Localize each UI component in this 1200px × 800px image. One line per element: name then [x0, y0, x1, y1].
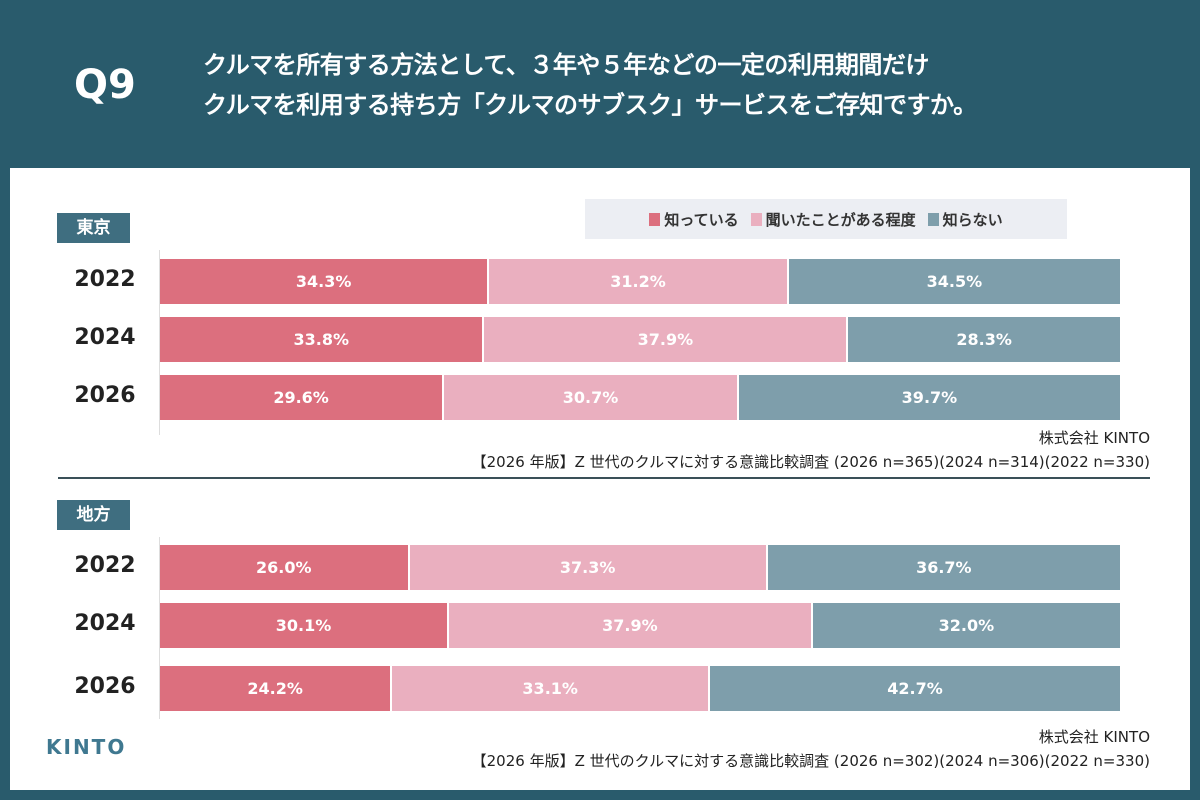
bar-segment: 32.0% — [812, 603, 1120, 648]
bar-segment: 36.7% — [767, 545, 1120, 590]
data-label: 34.5% — [926, 272, 983, 291]
source-block-regional: 株式会社 KINTO 【2026 年版】Z 世代のクルマに対する意識比較調査 (2… — [472, 725, 1150, 773]
data-label: 37.3% — [559, 558, 616, 577]
source-company: 株式会社 KINTO — [1038, 728, 1150, 746]
data-label: 26.0% — [256, 558, 312, 577]
year-label: 2026 — [74, 674, 136, 699]
question-title: クルマを所有する方法として、３年や５年などの一定の利用期間だけクルマを利用する持… — [203, 45, 977, 125]
legend: 知っている 聞いたことがある程度 知らない — [585, 199, 1067, 239]
legend-item-dont-know: 知らない — [927, 209, 1003, 230]
bar-row: 29.6% 30.7% 39.7% — [160, 375, 1120, 420]
data-label: 24.2% — [247, 679, 303, 698]
legend-label: 知っている — [664, 210, 739, 229]
bar-segment: 34.5% — [788, 259, 1120, 304]
bar-row: 30.1% 37.9% 32.0% — [160, 603, 1120, 648]
source-note: 【2026 年版】Z 世代のクルマに対する意識比較調査 (2026 n=302)… — [471, 752, 1150, 770]
legend-label: 聞いたことがある程度 — [765, 210, 916, 229]
data-label: 32.0% — [938, 616, 995, 635]
year-label: 2024 — [74, 325, 136, 350]
data-label: 28.3% — [956, 330, 1012, 349]
year-label: 2026 — [74, 383, 136, 408]
legend-swatch — [927, 212, 939, 226]
legend-item-know: 知っている — [649, 209, 739, 230]
bar-segment: 24.2% — [160, 666, 393, 711]
year-label: 2022 — [74, 267, 136, 292]
question-number: Q9 — [74, 62, 136, 108]
axis-line — [159, 250, 160, 435]
title-line-2: クルマを利用する持ち方「クルマのサブスク」サービスをご存知ですか。 — [203, 91, 977, 119]
bar-row: 24.2% 33.1% 42.7% — [160, 666, 1120, 711]
bar-segment: 29.6% — [160, 375, 445, 420]
bar-segment: 26.0% — [160, 545, 410, 590]
source-block-tokyo: 株式会社 KINTO 【2026 年版】Z 世代のクルマに対する意識比較調査 (2… — [472, 426, 1150, 474]
legend-item-heard: 聞いたことがある程度 — [750, 209, 916, 230]
bar-segment: 33.1% — [392, 666, 711, 711]
legend-swatch — [750, 212, 762, 226]
bar-row: 34.3% 31.2% 34.5% — [160, 259, 1120, 304]
data-label: 30.7% — [562, 388, 619, 407]
source-note: 【2026 年版】Z 世代のクルマに対する意識比較調査 (2026 n=365)… — [471, 453, 1150, 471]
year-label: 2022 — [74, 553, 136, 578]
source-company: 株式会社 KINTO — [1038, 429, 1150, 447]
bar-row: 33.8% 37.9% 28.3% — [160, 317, 1120, 362]
data-label: 29.6% — [273, 388, 329, 407]
data-label: 39.7% — [901, 388, 958, 407]
data-label: 31.2% — [610, 272, 666, 291]
data-label: 33.8% — [293, 330, 349, 349]
year-label: 2024 — [74, 611, 136, 636]
kinto-logo: KINTO — [46, 735, 127, 759]
bar-segment: 37.9% — [484, 317, 849, 362]
bar-segment: 42.7% — [710, 666, 1120, 711]
bar-segment: 28.3% — [848, 317, 1120, 362]
bar-segment: 34.3% — [160, 259, 490, 304]
bar-segment: 33.8% — [160, 317, 485, 362]
legend-label: 知らない — [942, 210, 1003, 229]
title-line-1: クルマを所有する方法として、３年や５年などの一定の利用期間だけ — [203, 51, 929, 79]
divider — [58, 477, 1150, 479]
bar-segment: 30.7% — [444, 375, 739, 420]
bar-segment: 39.7% — [738, 375, 1120, 420]
bar-segment: 37.3% — [409, 545, 768, 590]
bar-segment: 31.2% — [489, 259, 789, 304]
bar-row: 26.0% 37.3% 36.7% — [160, 545, 1120, 590]
axis-line — [159, 537, 160, 719]
data-label: 30.1% — [275, 616, 332, 635]
bar-segment: 37.9% — [448, 603, 813, 648]
data-label: 33.1% — [522, 679, 578, 698]
data-label: 36.7% — [916, 558, 972, 577]
bar-segment: 30.1% — [160, 603, 449, 648]
data-label: 37.9% — [602, 616, 658, 635]
data-label: 34.3% — [295, 272, 352, 291]
data-label: 37.9% — [637, 330, 694, 349]
region-tag-tokyo: 東京 — [57, 213, 130, 243]
region-tag-regional: 地方 — [57, 500, 130, 530]
legend-swatch — [649, 212, 661, 226]
data-label: 42.7% — [887, 679, 943, 698]
